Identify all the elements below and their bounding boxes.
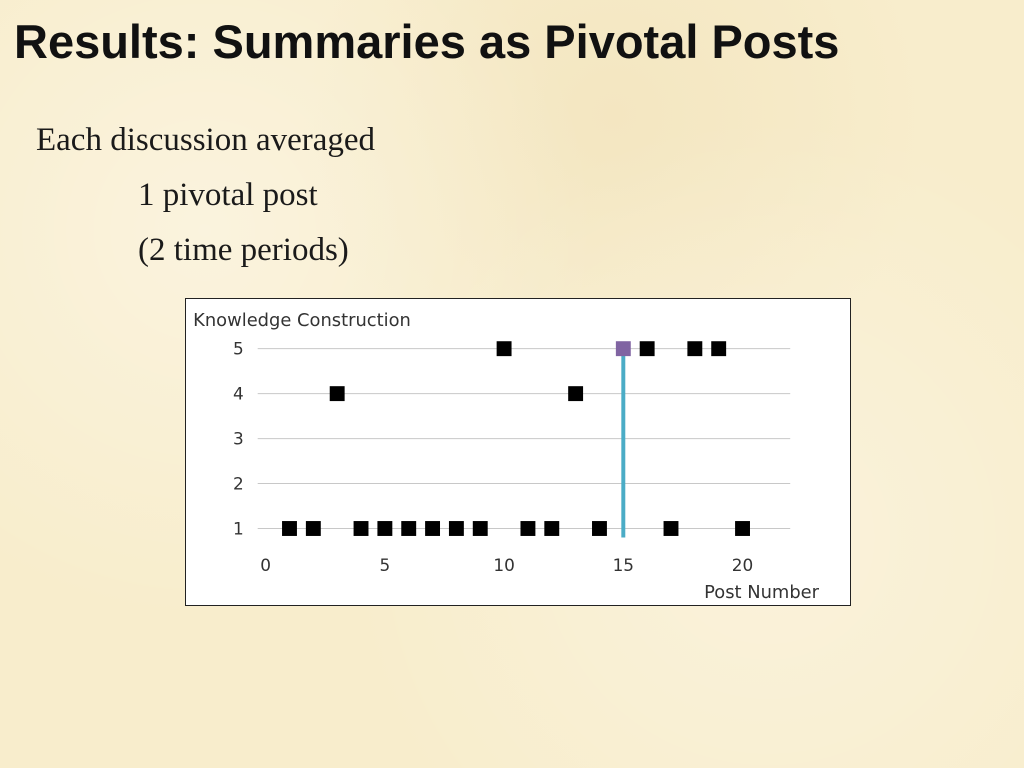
- pivotal-data-point: [615, 341, 631, 357]
- data-point: [687, 341, 703, 357]
- y-tick-label-3: 3: [233, 429, 244, 449]
- x-axis-label: Post Number: [704, 582, 820, 603]
- bullet-line-summary: Each discussion averaged: [36, 122, 376, 158]
- slide-title: Results: Summaries as Pivotal Posts: [14, 15, 840, 68]
- y-axis-label: Knowledge Construction: [193, 310, 411, 331]
- y-tick-label-1: 1: [233, 518, 244, 538]
- data-point: [448, 521, 464, 536]
- y-tick-label-4: 4: [233, 384, 244, 404]
- scatter-chart: 1 2 3 4 5 0 5 10 15 20 Knowledge Construction Po…: [193, 310, 820, 603]
- data-point: [496, 341, 512, 357]
- chart-frame: 1 2 3 4 5 0 5 10 15 20 Knowledge Construction Po…: [185, 298, 851, 606]
- data-point: [663, 521, 679, 536]
- data-point: [329, 386, 345, 402]
- data-point: [425, 521, 441, 536]
- data-point: [377, 521, 393, 536]
- x-tick-label-10: 10: [493, 555, 514, 575]
- x-tick-label-15: 15: [613, 555, 634, 575]
- data-point: [472, 521, 488, 536]
- y-tick-labels: 1 2 3 4 5: [233, 339, 244, 539]
- x-tick-label-20: 20: [732, 555, 753, 575]
- y-tick-label-5: 5: [233, 339, 244, 359]
- data-points: [282, 341, 750, 536]
- bullet-line-pivotal-count: 1 pivotal post: [138, 177, 318, 213]
- data-point: [305, 521, 321, 536]
- gridlines: [257, 348, 791, 529]
- bullet-list: Each discussion averaged 1 pivotal post …: [36, 124, 375, 289]
- data-point: [568, 386, 584, 402]
- data-point: [282, 521, 297, 536]
- bullet-line-time-periods: (2 time periods): [138, 232, 349, 268]
- data-point: [353, 521, 369, 536]
- data-point: [520, 521, 536, 536]
- data-point: [735, 521, 750, 536]
- x-tick-labels: 0 5 10 15 20: [260, 555, 753, 575]
- x-tick-label-5: 5: [379, 555, 390, 575]
- data-point: [544, 521, 560, 536]
- data-point: [401, 521, 417, 536]
- x-tick-label-0: 0: [260, 555, 271, 575]
- data-point: [592, 521, 607, 536]
- y-tick-label-2: 2: [233, 474, 244, 494]
- data-point: [711, 341, 727, 357]
- data-point: [639, 341, 655, 357]
